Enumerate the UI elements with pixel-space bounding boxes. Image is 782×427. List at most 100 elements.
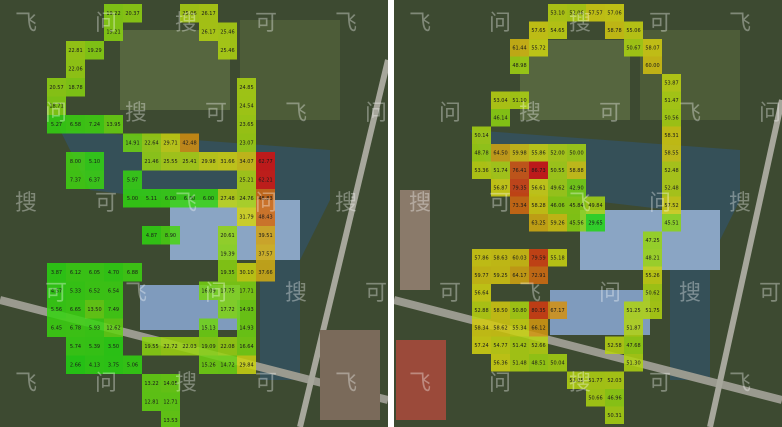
cell-value: 57.52 xyxy=(664,203,678,209)
village xyxy=(396,340,446,420)
heat-cell xyxy=(161,392,180,411)
cell-value: 86.73 xyxy=(531,168,545,174)
watermark: 可 xyxy=(255,371,277,396)
cell-value: 7.49 xyxy=(108,307,119,313)
watermark: 可 xyxy=(759,281,781,306)
cell-value: 13.22 xyxy=(144,381,158,387)
heat-cell xyxy=(472,126,491,144)
cell-value: 53.04 xyxy=(493,98,507,104)
heat-cell xyxy=(510,301,529,319)
cell-value: 22.08 xyxy=(220,344,234,350)
heat-cell xyxy=(472,266,491,284)
cell-value: 58.34 xyxy=(474,325,488,331)
cell-value: 19.35 xyxy=(220,270,234,276)
heat-cell xyxy=(662,161,681,179)
cell-value: 59.98 xyxy=(512,150,526,156)
heat-cell xyxy=(605,336,624,354)
heat-cell xyxy=(104,300,123,319)
watermark: 飞 xyxy=(285,101,307,126)
cell-value: 60.00 xyxy=(645,63,659,69)
heat-cell xyxy=(237,337,256,356)
cell-value: 14.72 xyxy=(220,362,234,368)
cell-value: 58.07 xyxy=(645,45,659,51)
watermark: 搜 xyxy=(729,191,751,216)
heat-cell xyxy=(624,319,643,337)
heat-cell xyxy=(256,244,275,263)
cell-value: 22.81 xyxy=(68,48,82,54)
heat-cell xyxy=(123,263,142,282)
heat-cell xyxy=(529,319,548,337)
heat-cell xyxy=(142,337,161,356)
cell-value: 45.56 xyxy=(569,220,583,226)
heat-cell xyxy=(180,133,199,152)
cell-value: 23.07 xyxy=(239,140,253,146)
cell-value: 46.96 xyxy=(607,395,621,401)
cell-value: 57.86 xyxy=(474,255,488,261)
cell-value: 5.10 xyxy=(89,159,100,165)
heat-cell xyxy=(199,355,218,374)
cell-value: 58.55 xyxy=(664,150,678,156)
heat-cell xyxy=(510,144,529,162)
heat-cell xyxy=(104,337,123,356)
cell-value: 79.59 xyxy=(531,255,545,261)
heat-cell xyxy=(567,371,586,389)
heat-cell xyxy=(605,4,624,22)
cell-value: 25.46 xyxy=(220,48,234,54)
cell-value: 30.10 xyxy=(239,270,253,276)
cell-value: 4.87 xyxy=(146,233,157,239)
heat-cell xyxy=(161,189,180,208)
cell-value: 5.56 xyxy=(51,307,62,313)
heat-cell xyxy=(66,41,85,60)
heat-cell xyxy=(586,214,605,232)
watermark: 问 xyxy=(95,11,117,36)
heat-cell xyxy=(66,318,85,337)
cell-value: 19.22 xyxy=(106,11,120,17)
heat-cell xyxy=(529,196,548,214)
watermark: 搜 xyxy=(679,281,701,306)
cell-value: 51.48 xyxy=(512,360,526,366)
cell-value: 52.05 xyxy=(569,378,583,384)
cell-value: 19.21 xyxy=(106,29,120,35)
cell-value: 50.14 xyxy=(474,133,488,139)
heat-cell xyxy=(142,392,161,411)
watermark: 飞 xyxy=(15,11,37,36)
cell-value: 5.39 xyxy=(89,344,100,350)
cell-value: 47.68 xyxy=(626,343,640,349)
heat-cell xyxy=(491,301,510,319)
heat-cell xyxy=(472,336,491,354)
heat-cell xyxy=(161,152,180,171)
cell-value: 29.71 xyxy=(163,140,177,146)
heat-cell xyxy=(548,4,567,22)
cell-value: 5.97 xyxy=(127,177,138,183)
cell-value: 7.37 xyxy=(70,177,81,183)
heat-cell xyxy=(529,336,548,354)
cell-value: 22.72 xyxy=(163,344,177,350)
cell-value: 52.00 xyxy=(550,150,564,156)
heat-cell xyxy=(548,301,567,319)
cell-value: 8.90 xyxy=(165,233,176,239)
cell-value: 25.21 xyxy=(239,177,253,183)
cell-value: 6.45 xyxy=(51,325,62,331)
watermark: 飞 xyxy=(409,371,431,396)
heat-cell xyxy=(510,249,529,267)
heat-cell xyxy=(643,39,662,57)
heat-cell xyxy=(548,196,567,214)
heat-cell xyxy=(256,207,275,226)
heat-cell xyxy=(237,263,256,282)
heat-cell xyxy=(47,96,66,115)
watermark: 搜 xyxy=(519,101,541,126)
heat-cell xyxy=(662,74,681,92)
cell-value: 19.55 xyxy=(144,344,158,350)
heat-cell xyxy=(180,189,199,208)
cell-value: 6.58 xyxy=(70,122,81,128)
cell-value: 66.12 xyxy=(531,325,545,331)
heat-cell xyxy=(123,170,142,189)
heat-cell xyxy=(123,133,142,152)
heat-cell xyxy=(142,133,161,152)
cell-value: 51.87 xyxy=(626,325,640,331)
cell-value: 50.80 xyxy=(512,308,526,314)
heat-cell xyxy=(510,196,529,214)
heat-cell xyxy=(66,300,85,319)
heat-cell xyxy=(510,266,529,284)
watermark: 可 xyxy=(649,11,671,36)
